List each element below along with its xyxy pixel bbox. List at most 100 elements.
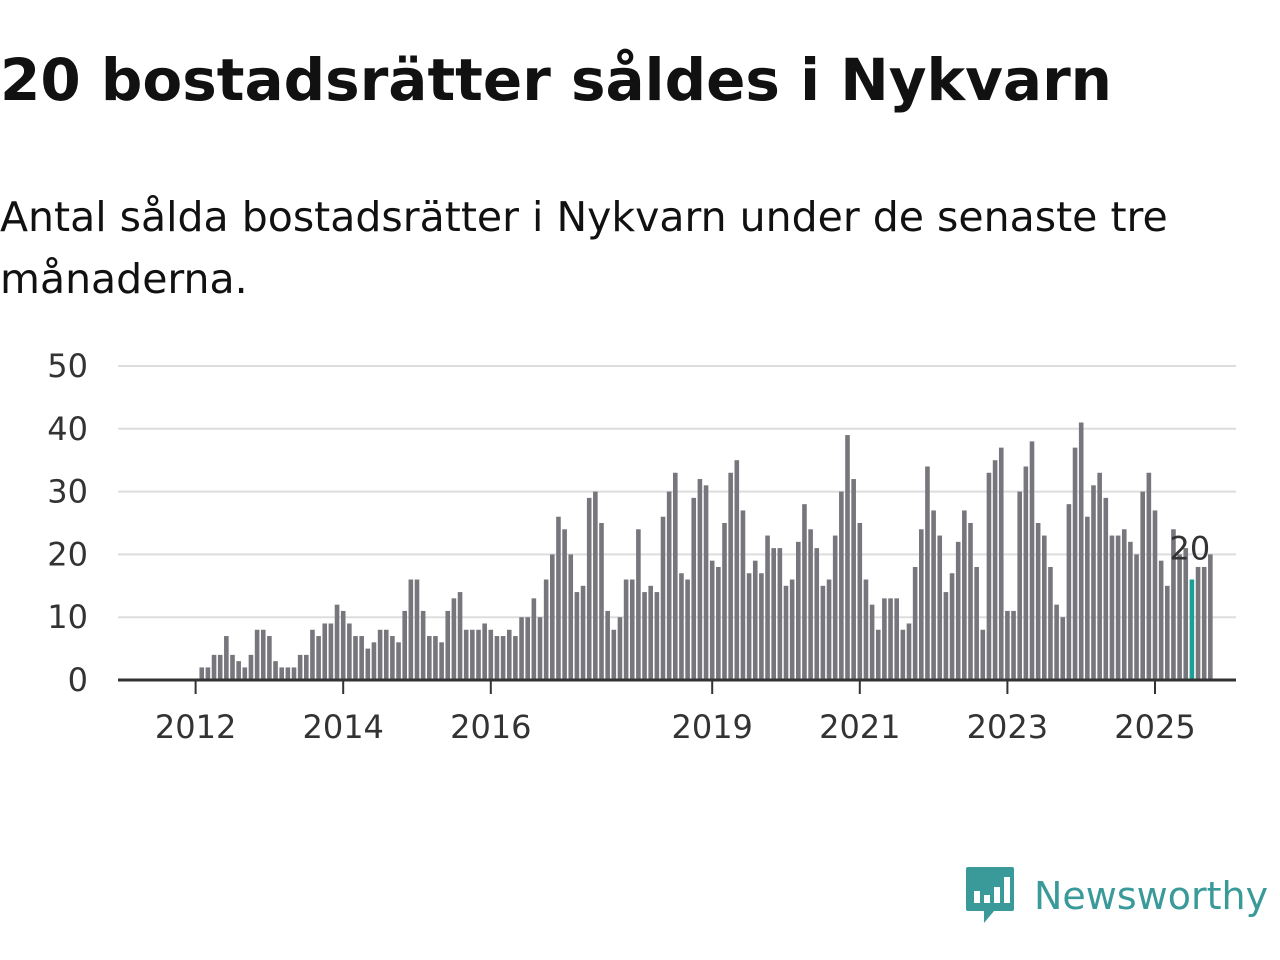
bars [199,422,1213,680]
bar [433,636,438,680]
bar [525,617,530,680]
bar [869,604,875,680]
bar [543,579,549,680]
newsworthy-logo-icon [966,867,1014,923]
bar [1035,523,1041,680]
bar [943,592,949,680]
bar [691,497,697,680]
bar [562,529,567,680]
bar [445,610,451,680]
bar [291,667,297,680]
bar [796,541,801,680]
bar [1201,566,1207,680]
bar [703,485,709,680]
bar [740,510,746,680]
bar [1134,554,1139,680]
bar [771,548,776,680]
bar [279,667,284,680]
bar [832,535,838,680]
bar [211,654,217,680]
bar [347,623,352,680]
newsworthy-brand-name: Newsworthy [1034,874,1269,918]
bar [451,598,457,680]
bar [974,566,979,680]
bar [629,579,635,680]
bar [919,529,924,680]
x-tick-label: 2025 [1114,708,1195,746]
bar [519,617,524,680]
newsworthy-logo[interactable]: Newsworthy [964,864,1268,928]
bar [697,479,703,680]
bar [623,579,629,680]
bar [611,629,617,680]
bar [912,566,918,680]
bar [728,472,733,680]
bar [414,579,420,680]
bar [371,642,377,680]
bar [402,610,407,680]
bar [377,629,383,680]
bar [937,535,943,680]
bar [1208,554,1213,680]
bar [1042,535,1047,680]
bar [390,636,395,680]
bar [820,585,826,680]
bar [1171,529,1176,680]
bar [808,529,813,680]
bar [1023,466,1029,680]
bar [814,548,820,680]
bar [304,654,309,680]
bar [537,617,543,680]
bar [783,585,789,680]
bar [476,629,481,680]
bar [734,460,740,680]
bar [1146,472,1152,680]
bar [586,497,592,680]
y-tick-label: 40 [47,410,88,448]
bar [470,629,475,680]
bar [826,579,832,680]
bar [322,623,328,680]
bar [408,579,414,680]
bar [1060,617,1066,680]
bar [925,466,930,680]
bar [1128,541,1133,680]
bar [242,667,248,680]
bar [642,592,647,680]
bar [500,636,506,680]
bar [716,566,721,680]
bar [254,629,260,680]
bar [802,504,807,680]
bar [340,610,346,680]
bar [882,598,887,680]
bar [328,623,334,680]
bar [580,585,586,680]
y-axis-tick-labels: 0 10 20 30 40 50 [47,347,88,699]
bar [992,460,998,680]
bar [224,636,229,680]
y-tick-label: 20 [47,535,88,573]
bar [1085,516,1090,680]
bar [230,654,235,680]
bar [1183,548,1189,680]
bar [482,623,487,680]
bar [679,573,684,680]
bar [1195,566,1201,680]
bar [593,491,598,680]
bar [654,592,660,680]
bar [1072,447,1078,680]
bar [427,636,432,680]
bar [248,654,254,680]
bar [1177,554,1182,680]
bar [765,535,770,680]
bar [1005,610,1010,680]
bar [1115,535,1121,680]
bar [260,629,266,680]
bar [777,548,783,680]
bar [550,554,555,680]
bar [636,529,641,680]
bar [457,592,463,680]
bar [420,610,426,680]
bar [968,523,973,680]
bar [439,642,444,680]
